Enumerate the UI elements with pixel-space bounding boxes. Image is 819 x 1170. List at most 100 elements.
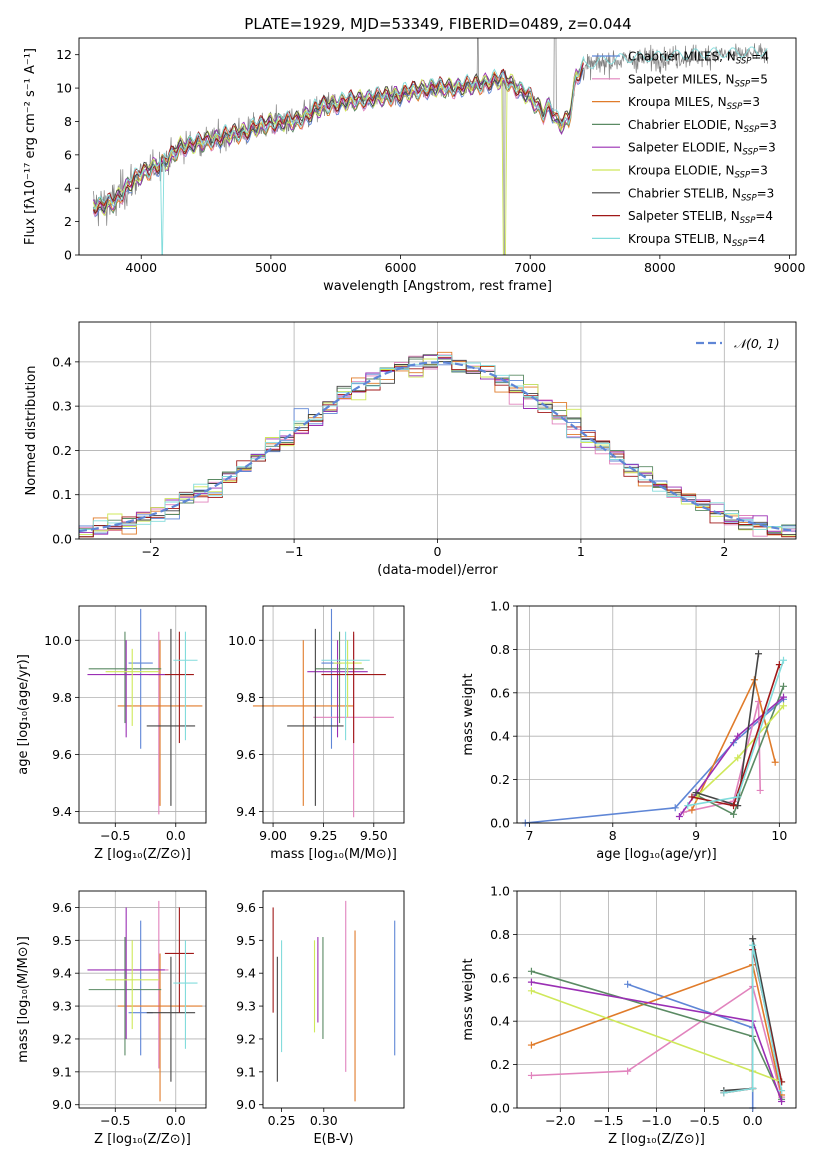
spectrum-plot-area <box>92 38 768 255</box>
spectrum-legend-label: Kroupa ELODIE, NSSP=3 <box>628 164 768 181</box>
spectrum-ytick-label: 0 <box>64 248 72 263</box>
spectrum-legend-label: Kroupa MILES, NSSP=3 <box>628 95 760 112</box>
spectrum-model-line <box>92 62 584 215</box>
legend-subscript: SSP <box>741 193 757 203</box>
weight-vs-Z-plot-area <box>527 935 786 1112</box>
legend-text: Salpeter STELIB, N <box>628 209 740 223</box>
weight-vs-Z-point-marker <box>720 1089 728 1097</box>
legend-text: Kroupa STELIB, N <box>628 232 732 246</box>
weight-vs-age-series-line <box>525 698 785 824</box>
weight-vs-Z-point-marker <box>527 1041 535 1049</box>
weight-vs-age-xlabel: age [log₁₀(age/yr)] <box>596 847 717 862</box>
spectrum-legend-label: Chabrier MILES, NSSP=4 <box>628 50 769 67</box>
residuals-legend-label: 𝒩(0, 1) <box>734 336 780 351</box>
legend-suffix: =4 <box>751 50 769 64</box>
mass-vs-Z-ylabel: mass [log₁₀(M/M⊙)] <box>16 936 31 1063</box>
age-vs-Z-frame <box>78 605 207 824</box>
weight-vs-Z-point-marker <box>527 987 535 995</box>
age-vs-Z-ytick-label: 9.6 <box>52 747 72 762</box>
legend-suffix: =5 <box>750 72 768 86</box>
spectrum-xlabel: wavelength [Angstrom, rest frame] <box>323 279 552 294</box>
weight-vs-age-ytick-label: 0.2 <box>490 772 510 787</box>
mass-vs-EBV-ytick-label: 9.5 <box>236 933 256 948</box>
mass-vs-Z-panel: −0.5 0.0 9.0 9.1 9.2 9.3 9.4 9.5 9.6 Z [log₁₀(Z/Z… <box>16 890 207 1147</box>
mass-vs-EBV-xtick-label: 0.25 <box>268 1113 296 1128</box>
legend-suffix: =3 <box>742 95 760 109</box>
spectrum-legend-label: Chabrier STELIB, NSSP=3 <box>628 186 774 203</box>
residuals-ytick-label: 0.1 <box>52 487 72 502</box>
residuals-xtick-label: 1 <box>577 544 585 559</box>
weight-vs-Z-point-marker <box>749 935 757 943</box>
mass-vs-Z-xlabel: Z [log₁₀(Z/Z⊙)] <box>94 1132 191 1147</box>
spectrum-xtick-label: 8000 <box>644 260 676 275</box>
legend-subscript: SSP <box>732 239 748 249</box>
weight-vs-age-point-marker <box>780 693 788 701</box>
legend-subscript: SSP <box>735 171 751 181</box>
weight-vs-Z-ytick-label: 1.0 <box>490 884 510 899</box>
age-vs-Z-ytick-label: 9.4 <box>52 804 72 819</box>
weight-vs-Z-point-marker <box>749 941 757 949</box>
age-vs-Z-ytick-label: 10.0 <box>44 633 72 648</box>
mass-vs-EBV-panel: 0.25 0.30 9.0 9.1 9.2 9.3 9.4 9.5 9.6 E(B-V) <box>236 890 405 1147</box>
age-vs-mass-xtick-label: 9.00 <box>259 828 287 843</box>
residuals-frame <box>78 321 797 540</box>
figure-title: PLATE=1929, MJD=53349, FIBERID=0489, z=0… <box>244 15 631 33</box>
legend-text: Kroupa ELODIE, N <box>628 164 735 178</box>
mass-vs-Z-xtick-label: 0.0 <box>166 1113 186 1128</box>
weight-vs-age-point-marker <box>730 802 738 810</box>
spectrum-frame <box>78 37 797 256</box>
spectrum-ytick-label: 6 <box>64 147 72 162</box>
legend-text: Chabrier STELIB, N <box>628 186 741 200</box>
weight-vs-age-ytick-label: 0.6 <box>490 685 510 700</box>
mass-vs-EBV-plot-area <box>272 900 396 1102</box>
spectrum-legend-label: Salpeter ELODIE, NSSP=3 <box>628 141 776 158</box>
weight-vs-Z-point-marker <box>527 1071 535 1079</box>
mass-vs-EBV-xlabel: E(B-V) <box>313 1132 353 1147</box>
mass-vs-EBV-ytick-label: 9.4 <box>236 966 256 981</box>
residuals-xtick-label: 0 <box>434 544 442 559</box>
weight-vs-age-point-marker <box>780 656 788 664</box>
weight-vs-Z-xtick-label: 0.0 <box>743 1113 763 1128</box>
spectrum-model-line <box>92 67 584 214</box>
age-vs-Z-panel: −0.5 0.0 9.4 9.6 9.8 10.0 Z [log₁₀(Z/Z⊙)] age [… <box>16 605 207 862</box>
legend-subscript: SSP <box>736 57 752 67</box>
age-vs-Z-xtick-label: 0.0 <box>166 828 186 843</box>
age-vs-mass-ytick-label: 9.8 <box>236 690 256 705</box>
weight-vs-Z-ytick-label: 0.6 <box>490 970 510 985</box>
weight-vs-age-point-marker <box>730 810 738 818</box>
mass-vs-EBV-ytick-label: 9.0 <box>236 1097 256 1112</box>
age-vs-Z-xtick-label: −0.5 <box>100 828 130 843</box>
age-vs-Z-plot-area <box>87 608 203 815</box>
weight-vs-age-frame <box>516 605 797 824</box>
weight-vs-age-point-marker <box>756 786 764 794</box>
weight-vs-age-point-marker <box>688 806 696 814</box>
weight-vs-Z-ytick-label: 0.4 <box>490 1014 510 1029</box>
weight-vs-age-ylabel: mass weight <box>461 673 476 755</box>
weight-vs-Z-point-marker <box>527 978 535 986</box>
weight-vs-Z-point-marker <box>749 1084 757 1092</box>
weight-vs-Z-series-line <box>531 985 783 1098</box>
weight-vs-age-point-marker <box>692 789 700 797</box>
weight-vs-Z-ylabel: mass weight <box>461 958 476 1040</box>
weight-vs-age-point-marker <box>755 650 763 658</box>
age-vs-mass-plot-area <box>252 608 394 818</box>
weight-vs-age-xtick-label: 10 <box>771 828 787 843</box>
weight-vs-age-point-marker <box>780 682 788 690</box>
weight-vs-Z-frame <box>516 890 797 1109</box>
weight-vs-age-point-marker <box>734 754 742 762</box>
residuals-xtick-label: 2 <box>720 544 728 559</box>
mass-vs-EBV-ytick-label: 9.2 <box>236 1031 256 1046</box>
weight-vs-age-point-marker <box>688 793 696 801</box>
legend-subscript: SSP <box>742 148 758 158</box>
legend-text: Kroupa MILES, N <box>628 95 727 109</box>
age-vs-mass-frame <box>262 605 405 824</box>
mass-vs-Z-ytick-label: 9.6 <box>52 900 72 915</box>
spectrum-legend-label: Salpeter STELIB, NSSP=4 <box>628 209 773 226</box>
weight-vs-age-xtick-label: 9 <box>692 828 700 843</box>
legend-text: Chabrier ELODIE, N <box>628 118 744 132</box>
residuals-plot-area <box>78 351 797 539</box>
weight-vs-age-ytick-label: 1.0 <box>490 599 510 614</box>
spectrum-xtick-label: 9000 <box>774 260 806 275</box>
weight-vs-age-ytick-label: 0.8 <box>490 642 510 657</box>
